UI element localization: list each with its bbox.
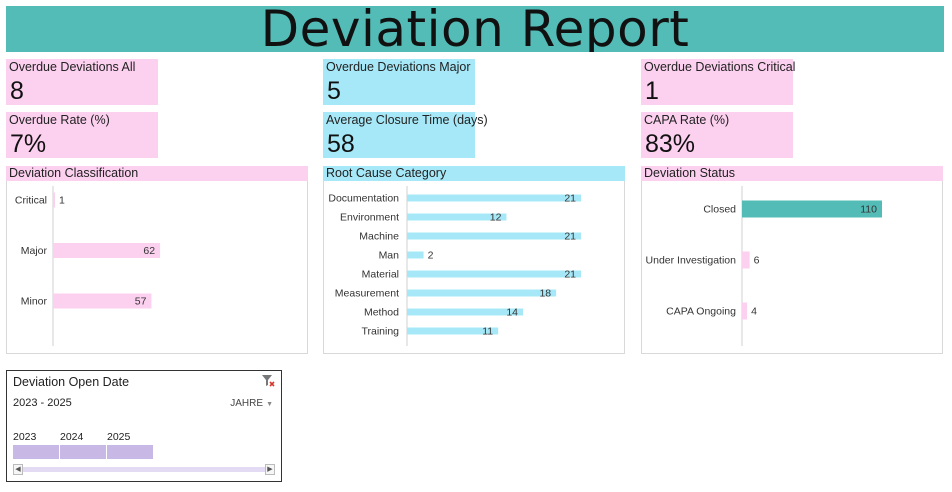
report-title: Deviation Report xyxy=(260,6,690,52)
kpi-value: 1 xyxy=(645,77,659,105)
time-level-dropdown[interactable]: JAHRE ▼ xyxy=(230,398,273,409)
chart-title: Deviation Status xyxy=(641,166,943,181)
bar[interactable] xyxy=(53,293,152,309)
category-label: Machine xyxy=(359,231,399,243)
data-label: 2 xyxy=(428,250,434,262)
year-block-2025[interactable] xyxy=(107,445,153,459)
data-label: 12 xyxy=(490,212,502,224)
category-label: Documentation xyxy=(328,193,399,205)
status-bar-chart: Closed 110 Under Investigation 6 CAPA Ongoin… xyxy=(646,186,882,346)
kpi-label: Overdue Deviations All xyxy=(9,60,136,74)
kpi-label: CAPA Rate (%) xyxy=(644,113,730,127)
scroll-right-icon[interactable]: ▶ xyxy=(265,464,275,475)
category-label: Closed xyxy=(703,204,736,216)
category-label: Method xyxy=(364,307,399,319)
kpi-overdue-rate: Overdue Rate (%) 7% xyxy=(6,112,158,158)
bar[interactable] xyxy=(407,232,581,240)
kpi-value: 8 xyxy=(10,77,24,105)
kpi-overdue-critical: Overdue Deviations Critical 1 xyxy=(641,59,796,105)
root-cause-bar-chart: Documentation 21 Environment 12 Machine 21 Man… xyxy=(328,186,581,346)
data-label: 62 xyxy=(143,245,155,257)
chart-title: Root Cause Category xyxy=(323,166,625,181)
bar[interactable] xyxy=(407,308,523,316)
data-label: 18 xyxy=(539,288,551,300)
bar[interactable] xyxy=(742,302,748,320)
chart-root-cause-category[interactable]: Root Cause Category Documentation 21 Envir… xyxy=(323,166,625,354)
category-label: Measurement xyxy=(335,288,399,300)
category-label: Minor xyxy=(21,296,48,308)
bar[interactable] xyxy=(407,213,507,221)
clear-filter-icon[interactable] xyxy=(261,374,275,388)
bar[interactable] xyxy=(407,194,581,202)
kpi-label: Overdue Rate (%) xyxy=(9,113,110,127)
category-label: Major xyxy=(21,245,48,257)
category-label: Under Investigation xyxy=(646,255,737,267)
bar[interactable] xyxy=(742,200,882,218)
kpi-average-closure-time: Average Closure Time (days) 58 xyxy=(323,112,488,158)
category-label: Environment xyxy=(340,212,399,224)
data-label: 1 xyxy=(59,195,65,207)
year-label: 2023 xyxy=(13,431,37,443)
year-label: 2025 xyxy=(107,431,131,443)
year-labels: 2023 2024 2025 xyxy=(13,431,273,443)
data-label: 21 xyxy=(564,193,576,205)
chart-deviation-status[interactable]: Deviation Status Closed 110 Under Investig… xyxy=(641,166,943,354)
chart-title: Deviation Classification xyxy=(6,166,308,181)
timeline-scrollbar[interactable]: ◀ ▶ xyxy=(13,464,275,475)
category-label: Material xyxy=(362,269,399,281)
bar[interactable] xyxy=(407,270,581,278)
kpi-value: 7% xyxy=(10,130,47,158)
data-label: 57 xyxy=(135,296,147,308)
chevron-down-icon: ▼ xyxy=(266,401,273,408)
kpi-overdue-all: Overdue Deviations All 8 xyxy=(6,59,158,105)
category-label: CAPA Ongoing xyxy=(666,306,736,318)
scroll-left-icon[interactable]: ◀ xyxy=(13,464,23,475)
report-banner: Deviation Report xyxy=(6,6,944,52)
kpi-overdue-major: Overdue Deviations Major 5 xyxy=(323,59,475,105)
data-label: 11 xyxy=(482,326,493,338)
scroll-track[interactable] xyxy=(23,467,265,472)
kpi-label: Average Closure Time (days) xyxy=(326,113,488,127)
chart-deviation-classification[interactable]: Deviation Classification Critical 1 Major 6… xyxy=(6,166,308,354)
data-label: 6 xyxy=(754,255,760,267)
selected-date-range: 2023 - 2025 xyxy=(13,397,72,409)
data-label: 21 xyxy=(564,231,576,243)
bar[interactable] xyxy=(407,251,424,259)
bar[interactable] xyxy=(742,251,750,269)
bar[interactable] xyxy=(53,192,55,208)
kpi-value: 5 xyxy=(327,77,341,105)
time-level-label: JAHRE xyxy=(230,398,264,409)
classification-bar-chart: Critical 1 Major 62 Minor 57 xyxy=(15,186,161,346)
category-label: Critical xyxy=(15,195,47,207)
year-label: 2024 xyxy=(60,431,84,443)
timeline-slicer[interactable]: Deviation Open Date 2023 - 2025 JAHRE ▼ 2… xyxy=(6,370,282,482)
year-block-2023[interactable] xyxy=(13,445,59,459)
bar[interactable] xyxy=(407,327,499,335)
year-block-2024[interactable] xyxy=(60,445,106,459)
data-label: 110 xyxy=(860,204,877,216)
kpi-value: 58 xyxy=(327,130,355,158)
data-label: 4 xyxy=(751,306,757,318)
category-label: Man xyxy=(379,250,400,262)
category-label: Training xyxy=(361,326,399,338)
bar[interactable] xyxy=(407,289,557,297)
kpi-label: Overdue Deviations Critical xyxy=(644,60,796,74)
bar[interactable] xyxy=(53,243,161,258)
data-label: 14 xyxy=(506,307,518,319)
kpi-label: Overdue Deviations Major xyxy=(326,60,471,74)
kpi-capa-rate: CAPA Rate (%) 83% xyxy=(641,112,793,158)
slicer-title: Deviation Open Date xyxy=(13,375,130,389)
kpi-value: 83% xyxy=(645,130,696,158)
data-label: 21 xyxy=(564,269,576,281)
